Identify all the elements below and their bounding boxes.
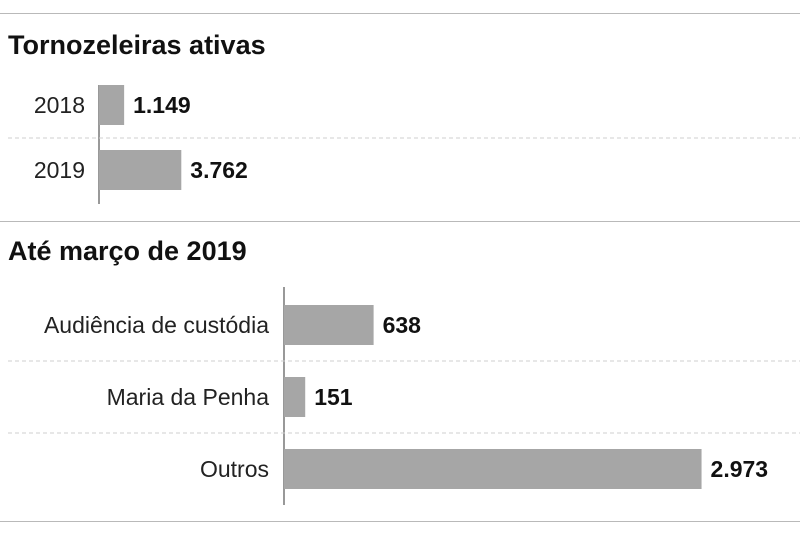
chart1-value-label-2018: 1.149 xyxy=(133,92,191,118)
chart2-category-label-maria-da-penha: Maria da Penha xyxy=(107,384,270,410)
chart1-bar-2019 xyxy=(99,150,182,190)
chart2-title: Até março de 2019 xyxy=(8,236,247,266)
chart1-value-label-2019: 3.762 xyxy=(190,157,248,183)
chart2-svg: Audiência de custódia 638 Maria da Penha 15… xyxy=(8,287,800,505)
top-rule xyxy=(0,13,800,14)
chart2-category-label-audiencia-de-custodia: Audiência de custódia xyxy=(44,312,269,338)
chart2-value-label-audiencia-de-custodia: 638 xyxy=(383,312,422,338)
middle-rule xyxy=(0,221,800,222)
chart2-bar-audiencia-de-custodia xyxy=(284,305,374,345)
chart1-title: Tornozeleiras ativas xyxy=(8,30,266,60)
chart2-bar-maria-da-penha xyxy=(284,377,306,417)
bottom-rule xyxy=(0,521,800,522)
chart1-category-label-2018: 2018 xyxy=(34,92,85,118)
chart1-category-label-2019: 2019 xyxy=(34,157,85,183)
chart2-category-label-outros: Outros xyxy=(200,456,269,482)
chart1-bar-2018 xyxy=(99,85,125,125)
chart2-value-label-maria-da-penha: 151 xyxy=(314,384,353,410)
chart2-value-label-outros: 2.973 xyxy=(711,456,769,482)
chart2-bar-outros xyxy=(284,449,702,489)
chart1-svg: 2018 1.149 2019 3.762 xyxy=(8,85,800,204)
